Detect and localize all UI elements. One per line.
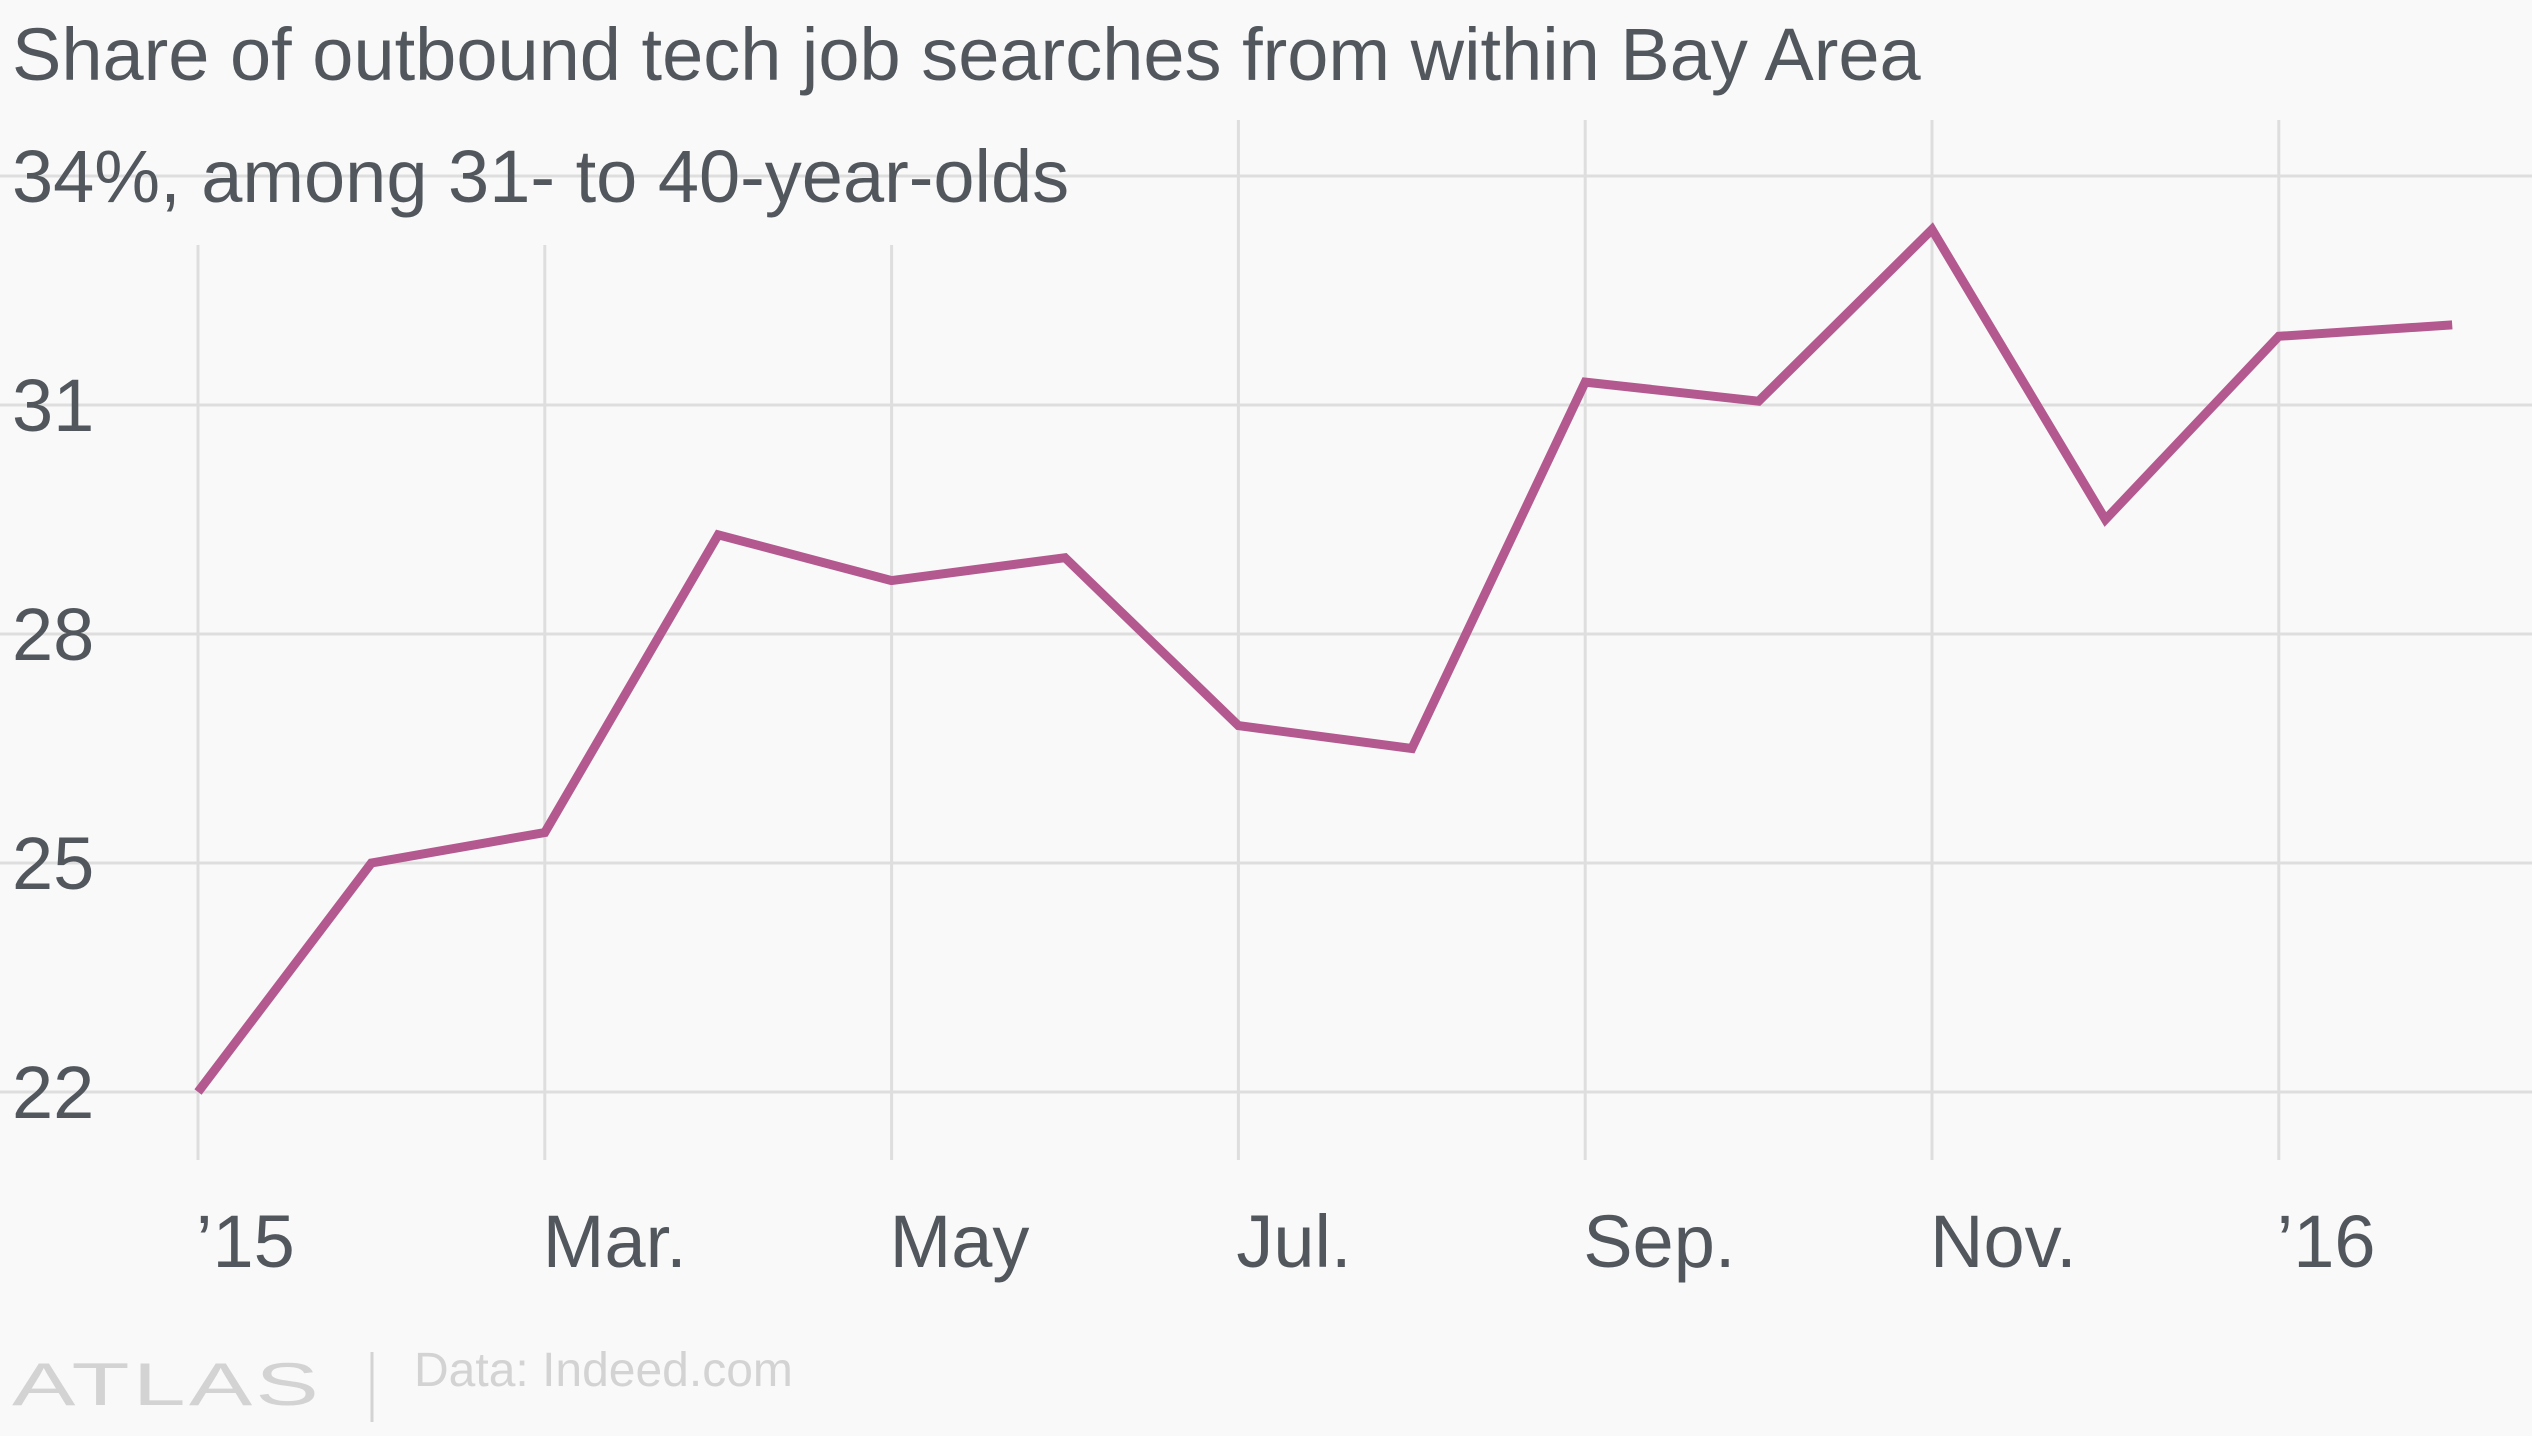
data-point-10 [1928,226,1936,234]
data-point-11 [2101,516,2109,524]
chart-title: Share of outbound tech job searches from… [12,13,1922,96]
tick-labels: 22 25 28 31 34%, among 31- to 40-year-olds ’1… [12,135,2376,1283]
data-point-9 [1755,397,1763,405]
data-point-5 [1061,554,1069,562]
gridlines [0,120,2532,1160]
data-layer [194,222,2456,1096]
chart-subtitle: 34%, among 31- to 40-year-olds [12,135,1069,218]
data-point-12 [2275,332,2283,340]
atlas-logo: ATLAS [12,1351,322,1418]
data-point-0 [194,1088,202,1096]
data-point-8 [1581,378,1589,386]
x-tick-label-2: May [890,1200,1030,1283]
x-tick-label-0: ’15 [196,1200,295,1283]
y-tick-label-1: 25 [12,822,94,905]
data-source: Data: Indeed.com [414,1344,793,1397]
data-point-1 [367,859,375,867]
data-point-4 [888,577,896,585]
data-point-2 [541,829,549,837]
data-point-13 [2448,321,2456,329]
x-tick-label-5: Nov. [1930,1200,2077,1283]
x-tick-label-4: Sep. [1583,1200,1735,1283]
y-tick-label-3: 31 [12,364,94,447]
data-point-6 [1234,722,1242,730]
x-tick-label-3: Jul. [1236,1200,1351,1283]
data-point-7 [1408,745,1416,753]
x-tick-label-6: ’16 [2277,1200,2376,1283]
data-point-3 [714,531,722,539]
series-line [194,222,2453,1095]
y-tick-label-2: 28 [12,593,94,676]
x-tick-label-1: Mar. [543,1200,687,1283]
y-tick-label-0: 22 [12,1051,94,1134]
